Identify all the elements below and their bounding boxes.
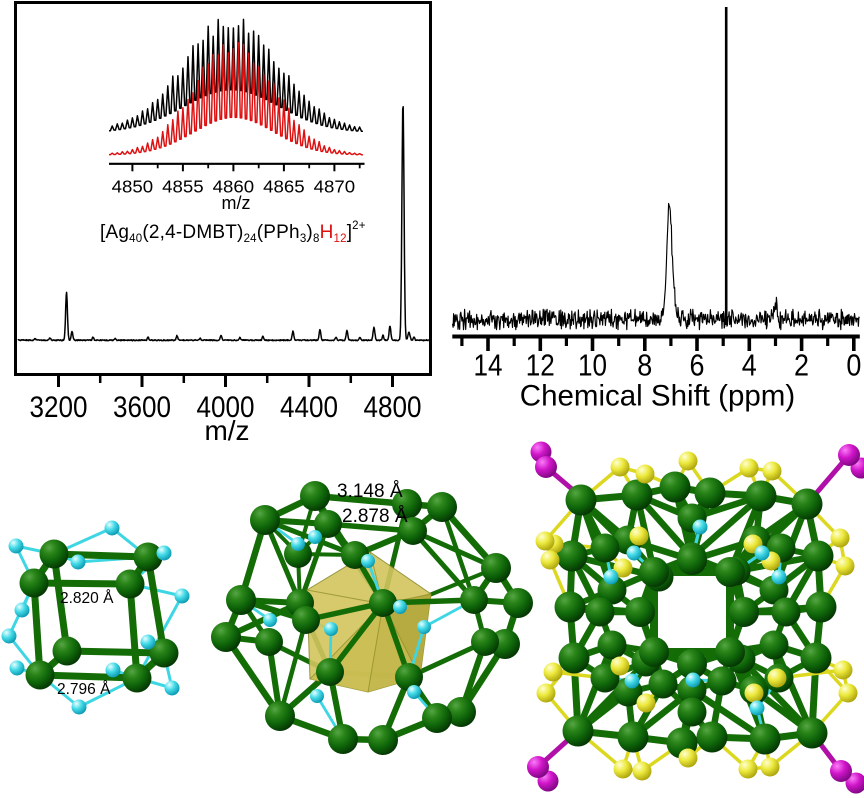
svg-text:4860: 4860 xyxy=(213,177,255,197)
svg-text:2.878 Å: 2.878 Å xyxy=(342,506,408,527)
svg-text:m/z: m/z xyxy=(222,193,251,213)
svg-text:14: 14 xyxy=(474,348,503,383)
svg-text:Chemical Shift (ppm): Chemical Shift (ppm) xyxy=(520,380,795,413)
svg-text:3200: 3200 xyxy=(30,391,88,424)
svg-text:3.148 Å: 3.148 Å xyxy=(337,481,403,502)
svg-text:12: 12 xyxy=(526,348,555,383)
svg-text:4870: 4870 xyxy=(314,177,356,197)
svg-text:[Ag40(2,4-DMBT)24(PPh3)8H12]2+: [Ag40(2,4-DMBT)24(PPh3)8H12]2+ xyxy=(100,220,366,245)
svg-text:2: 2 xyxy=(794,348,809,383)
svg-text:4800: 4800 xyxy=(364,391,422,424)
svg-text:8: 8 xyxy=(637,348,652,383)
svg-text:4865: 4865 xyxy=(263,177,305,197)
svg-text:4: 4 xyxy=(742,348,757,383)
svg-text:0: 0 xyxy=(846,348,861,383)
svg-text:m/z: m/z xyxy=(204,415,249,446)
svg-text:4000: 4000 xyxy=(197,391,255,424)
svg-text:4400: 4400 xyxy=(280,391,338,424)
svg-text:4855: 4855 xyxy=(162,177,204,197)
svg-text:4850: 4850 xyxy=(112,177,154,197)
svg-text:3600: 3600 xyxy=(113,391,171,424)
svg-text:10: 10 xyxy=(578,348,607,383)
svg-text:6: 6 xyxy=(690,348,705,383)
svg-text:2.796 Å: 2.796 Å xyxy=(57,681,111,698)
svg-text:2.820 Å: 2.820 Å xyxy=(60,590,114,607)
